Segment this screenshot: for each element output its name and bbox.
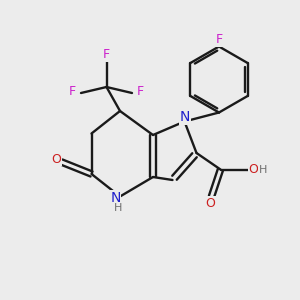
Text: H: H <box>114 203 122 213</box>
Text: O: O <box>205 196 215 210</box>
Text: N: N <box>180 110 190 124</box>
Text: O: O <box>249 163 258 176</box>
Text: H: H <box>259 165 267 175</box>
Text: F: F <box>69 85 76 98</box>
Text: F: F <box>103 48 110 62</box>
Text: F: F <box>215 33 223 46</box>
Text: F: F <box>137 85 144 98</box>
Text: O: O <box>51 152 61 166</box>
Text: N: N <box>110 191 121 205</box>
